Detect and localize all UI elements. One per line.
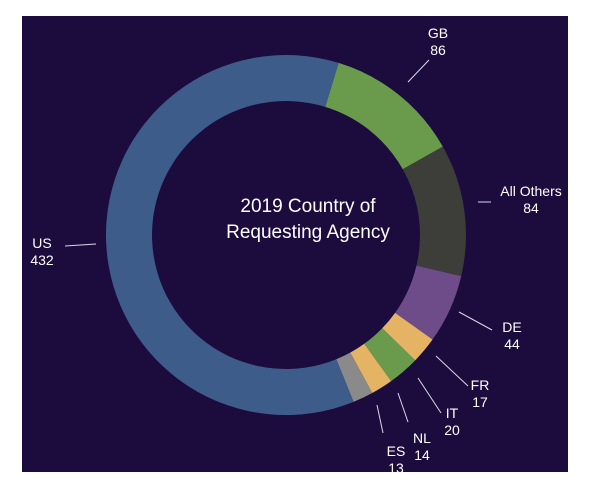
label-name-it: IT (446, 405, 459, 421)
slice-fr (382, 312, 433, 361)
label-name-gb: GB (428, 25, 448, 41)
chart-title-line-1: 2019 Country of (240, 196, 376, 217)
label-value-all-others: 84 (523, 200, 539, 216)
label-value-us: 432 (30, 252, 54, 268)
label-name-all-others: All Others (500, 183, 561, 199)
label-name-nl: NL (413, 430, 431, 446)
slice-it (364, 328, 416, 382)
slice-us (106, 55, 354, 416)
chart-title: 2019 Country of Requesting Agency (178, 194, 438, 246)
label-value-gb: 86 (430, 42, 446, 58)
slice-de (395, 265, 462, 340)
label-value-de: 44 (504, 336, 520, 352)
label-name-de: DE (502, 319, 521, 335)
leader-line-us (64, 243, 97, 247)
leader-line-de (458, 311, 493, 331)
chart-title-line-2: Requesting Agency (226, 222, 390, 243)
label-name-us: US (32, 235, 51, 251)
leader-line-fr (435, 355, 469, 387)
leader-line-gb (407, 59, 430, 83)
label-value-fr: 17 (472, 394, 488, 410)
slice-nl (350, 343, 392, 393)
label-value-nl: 14 (414, 447, 430, 463)
label-name-es: ES (387, 443, 406, 459)
slice-all-others (402, 146, 466, 277)
leader-line-nl (397, 392, 409, 423)
label-value-it: 20 (444, 422, 460, 438)
leader-line-it (417, 377, 442, 414)
label-name-fr: FR (471, 377, 490, 393)
slice-gb (325, 62, 443, 170)
slice-es (336, 352, 373, 402)
leader-line-es (376, 404, 384, 434)
label-value-es: 13 (388, 460, 404, 476)
